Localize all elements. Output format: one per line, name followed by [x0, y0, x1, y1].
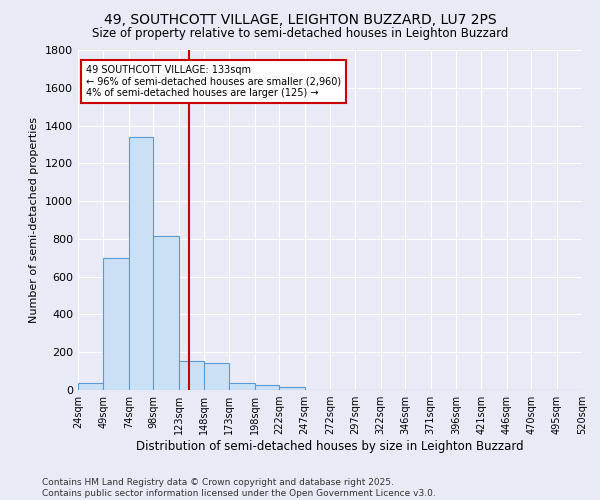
Bar — [153, 236, 179, 390]
Y-axis label: Number of semi-detached properties: Number of semi-detached properties — [29, 117, 40, 323]
Bar — [279, 387, 305, 390]
X-axis label: Distribution of semi-detached houses by size in Leighton Buzzard: Distribution of semi-detached houses by … — [136, 440, 524, 453]
Bar — [255, 386, 279, 390]
Bar — [129, 137, 153, 390]
Bar — [78, 384, 103, 390]
Bar — [103, 258, 129, 390]
Text: 49, SOUTHCOTT VILLAGE, LEIGHTON BUZZARD, LU7 2PS: 49, SOUTHCOTT VILLAGE, LEIGHTON BUZZARD,… — [104, 12, 496, 26]
Text: 49 SOUTHCOTT VILLAGE: 133sqm
← 96% of semi-detached houses are smaller (2,960)
4: 49 SOUTHCOTT VILLAGE: 133sqm ← 96% of se… — [86, 65, 341, 98]
Text: Size of property relative to semi-detached houses in Leighton Buzzard: Size of property relative to semi-detach… — [92, 28, 508, 40]
Bar — [229, 384, 255, 390]
Text: Contains HM Land Registry data © Crown copyright and database right 2025.
Contai: Contains HM Land Registry data © Crown c… — [42, 478, 436, 498]
Bar — [179, 360, 204, 390]
Bar — [204, 362, 229, 390]
